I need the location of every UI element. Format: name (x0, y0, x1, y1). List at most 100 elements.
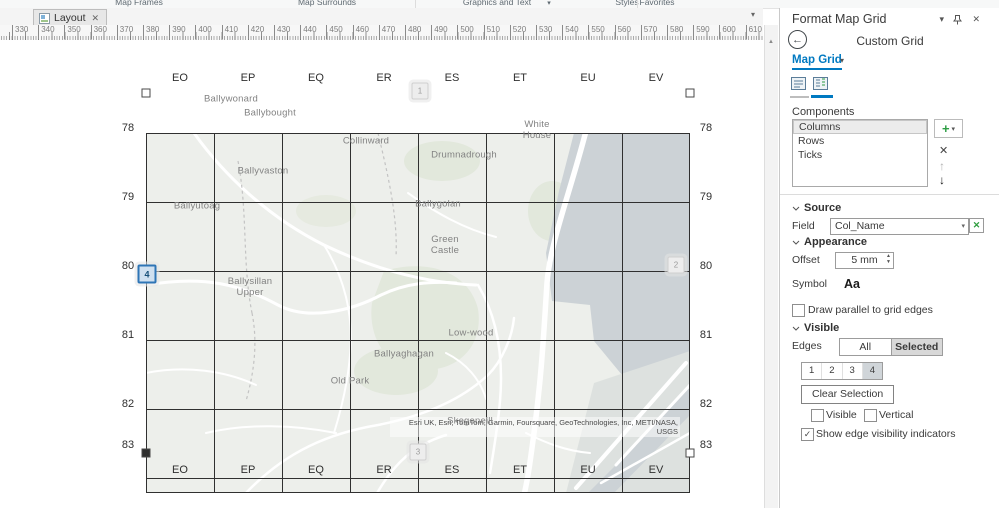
ruler-tick: 330 (12, 25, 28, 39)
layout-tab-icon (39, 12, 50, 24)
add-component-button[interactable]: + ▾ (934, 119, 963, 138)
component-item-ticks[interactable]: Ticks (798, 149, 823, 161)
field-label: Field (792, 220, 815, 232)
ribbon-group-label: Favorites (639, 0, 675, 7)
add-caret-icon: ▾ (951, 125, 956, 133)
panel-menu-caret-icon[interactable]: ▾ (939, 14, 944, 24)
edge-indicator-badge-3[interactable]: 3 (409, 443, 427, 461)
ruler-tick: 480 (405, 25, 421, 39)
paths (237, 133, 397, 402)
map-grid-lines (146, 133, 690, 493)
edges-segmented-control[interactable]: All Selected (839, 338, 943, 356)
component-item-rows[interactable]: Rows (798, 135, 825, 147)
draw-parallel-checkbox[interactable] (792, 304, 805, 317)
vertical-checkbox-label: Vertical (879, 409, 914, 421)
draw-parallel-label: Draw parallel to grid edges (808, 304, 933, 316)
edge-button-4[interactable]: 4 (861, 363, 882, 379)
ruler-tick: 340 (38, 25, 55, 39)
move-down-icon[interactable]: ↓ (939, 173, 945, 187)
ruler-tick: 500 (457, 25, 474, 39)
tab-gallery-icon[interactable] (790, 75, 809, 94)
ribbon-divider (415, 0, 416, 8)
back-button[interactable]: ← (788, 30, 807, 49)
offset-spinner[interactable]: 5 mm ▲ ▼ (835, 252, 894, 269)
ruler-tick: 450 (326, 25, 343, 39)
ruler-tick: 540 (562, 25, 579, 39)
ruler-tick: 380 (143, 25, 159, 39)
tab-layout-label: Layout (54, 12, 86, 24)
panel-title: Format Map Grid (792, 12, 887, 26)
tab-underline-active (811, 95, 833, 98)
components-listbox[interactable]: Columns Rows Ticks (792, 119, 928, 187)
symbol-preview[interactable]: Aa (844, 277, 860, 291)
edge-button-2[interactable]: 2 (821, 363, 842, 379)
horizontal-ruler: 330 340 350 360 370 380 390 400 410 420 430 440 450 4… (0, 25, 763, 41)
ruler-tick: 440 (300, 25, 317, 39)
edges-label: Edges (792, 340, 822, 352)
source-section-header[interactable]: Source (792, 202, 841, 214)
field-expression-button[interactable]: ✕ (969, 218, 984, 233)
edges-selected-button[interactable]: Selected (890, 339, 942, 355)
edge-indicator-badge-1[interactable]: 1 (411, 82, 429, 100)
ruler-tick: 570 (640, 25, 657, 39)
delete-component-icon[interactable]: ✕ (939, 145, 949, 157)
field-dropdown[interactable]: Col_Name ▾ (830, 218, 969, 235)
edge-indicator-badge-2[interactable]: 2 (667, 256, 685, 274)
edge-button-3[interactable]: 3 (841, 363, 862, 379)
ribbon-group-label: Map Surrounds (297, 0, 357, 7)
ruler-tick: 360 (90, 25, 107, 39)
map-grid-caret-icon[interactable]: ▾ (840, 56, 845, 65)
ruler-tick: 400 (195, 25, 212, 39)
tab-options-icon[interactable] (812, 75, 831, 94)
close-panel-icon[interactable]: ✕ (972, 14, 980, 24)
ruler-tick: 420 (247, 25, 264, 39)
edge-indicator-badge-4[interactable]: 4 (137, 264, 157, 284)
tab-layout[interactable]: Layout ✕ (33, 9, 108, 26)
ruler-tick: 490 (431, 25, 448, 39)
ruler-tick: 350 (64, 25, 81, 39)
ribbon-divider (637, 0, 638, 8)
ruler-tick: 600 (719, 25, 736, 39)
ruler-tick: 470 (378, 25, 395, 39)
spinner-arrows-icon[interactable]: ▲ ▼ (886, 253, 891, 265)
symbol-label: Symbol (792, 278, 828, 290)
visible-section-header[interactable]: Visible (792, 322, 839, 334)
close-tab-icon[interactable]: ✕ (91, 12, 100, 23)
tabstrip-menu-icon[interactable]: ▾ (750, 10, 755, 19)
ruler-tick: 580 (667, 25, 683, 39)
clear-selection-button[interactable]: Clear Selection (801, 385, 895, 404)
visible-checkbox[interactable] (811, 409, 824, 422)
map-frame[interactable] (146, 133, 690, 493)
vertical-checkbox[interactable] (864, 409, 877, 422)
add-icon: + (941, 121, 950, 136)
map-grid-link[interactable]: Map Grid (792, 54, 842, 70)
scroll-up-icon[interactable]: ▲ (768, 39, 774, 45)
show-indicators-label: Show edge visibility indicators (816, 428, 956, 440)
visible-checkbox-label: Visible (826, 409, 857, 421)
ruler-tick: 610 (745, 25, 762, 39)
ribbon-group-label: Graphics and Text (462, 0, 532, 7)
show-indicators-checkbox[interactable]: ✓ (801, 428, 814, 441)
appearance-section-header[interactable]: Appearance (792, 236, 867, 248)
ruler-tick: 530 (536, 25, 552, 39)
ruler-tick: 370 (116, 25, 133, 39)
ribbon-caret-icon[interactable]: ▾ (547, 0, 551, 7)
dropdown-caret-icon: ▾ (961, 223, 965, 230)
collapse-chevron-icon (792, 206, 800, 211)
ruler-tick: 560 (614, 25, 631, 39)
format-map-grid-panel: Format Map Grid ▾ ✕ ← Custom Grid Map Gr… (779, 8, 999, 508)
ruler-tick: 460 (352, 25, 369, 39)
offset-label: Offset (792, 254, 820, 266)
tab-underline-inactive (790, 96, 809, 98)
component-item-columns[interactable]: Columns (793, 120, 927, 134)
ruler-tick: 510 (483, 25, 500, 39)
edges-all-button[interactable]: All (840, 339, 891, 355)
edge-button-1[interactable]: 1 (802, 363, 822, 379)
layout-canvas[interactable] (0, 40, 763, 508)
vertical-scrollbar[interactable]: ▲ (764, 25, 778, 508)
roads (146, 133, 690, 493)
divider (780, 194, 999, 195)
pin-icon[interactable] (953, 14, 962, 27)
move-up-icon[interactable]: ↑ (939, 159, 945, 173)
